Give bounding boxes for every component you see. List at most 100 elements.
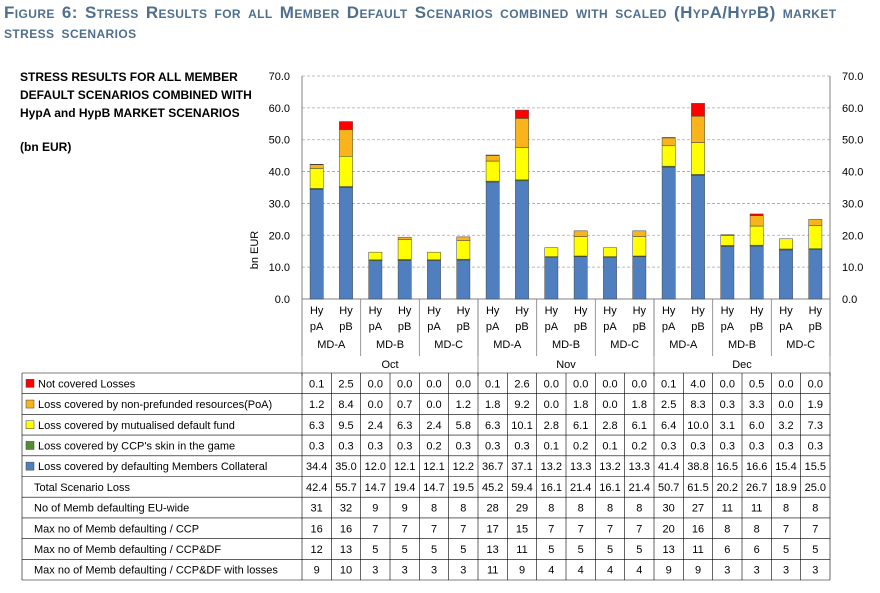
figure-title: Figure 6: Stress Results for all Member …	[4, 3, 837, 42]
table-cell: 1.8	[573, 399, 588, 411]
y-tick-label-right: 20.0	[842, 230, 863, 242]
y-tick-label-left: 40.0	[269, 167, 290, 179]
y-tick-label-right: 10.0	[842, 262, 863, 274]
x-scenario-label: MD-B	[376, 339, 404, 351]
x-month-label: Nov	[556, 359, 576, 371]
table-cell: 7.3	[808, 420, 823, 432]
table-cell: 9.2	[514, 399, 529, 411]
table-cell: 0.3	[720, 440, 735, 452]
table-cell: 0.1	[661, 378, 676, 390]
x-month-label: Oct	[381, 359, 398, 371]
table-cell: 9	[666, 565, 672, 577]
table-cell: 1.2	[309, 399, 324, 411]
y-tick-label-left: 70.0	[269, 71, 290, 83]
table-cell: 5	[372, 544, 378, 556]
x-tick-label-hyp-bottom: pB	[574, 321, 587, 333]
table-cell: 3	[372, 565, 378, 577]
bar-segment-non_prefunded	[397, 236, 412, 240]
x-tick-label-hyp-bottom: pB	[515, 321, 528, 333]
table-cell: 5	[460, 544, 466, 556]
table-cell: 4	[548, 565, 554, 577]
table-cell: 9	[372, 503, 378, 515]
table-cell: 0.2	[632, 440, 647, 452]
table-row-label: Max no of Memb defaulting / CCP	[34, 523, 199, 535]
x-tick-label-hyp-bottom: pA	[779, 321, 793, 333]
legend-swatch-mutualised	[25, 420, 35, 429]
table-cell: 4	[636, 565, 642, 577]
x-tick-label-hyp-top: Hy	[398, 305, 412, 317]
table-cell: 16	[311, 523, 323, 535]
bar-segment-not_covered	[749, 213, 764, 216]
chart-description-title: STRESS RESULTS FOR ALL MEMBER DEFAULT SC…	[20, 70, 252, 120]
x-tick-label-hyp-bottom: pA	[369, 321, 383, 333]
legend-swatch-collateral	[25, 461, 35, 471]
table-cell: 16.5	[717, 461, 738, 473]
table-cell: 8	[607, 503, 613, 515]
table-cell: 13	[487, 544, 499, 556]
table-cell: 0.0	[778, 399, 793, 411]
x-tick-label-hyp-bottom: pB	[691, 321, 704, 333]
table-cell: 16	[692, 523, 704, 535]
legend-swatch-not_covered	[25, 379, 35, 388]
x-scenario-label: MD-A	[669, 339, 698, 351]
table-cell: 0.1	[485, 378, 500, 390]
table-cell: 61.5	[687, 482, 708, 494]
table-cell: 2.4	[368, 420, 383, 432]
table-cell: 9	[695, 565, 701, 577]
table-cell: 0.2	[426, 440, 441, 452]
table-cell: 0.3	[485, 440, 500, 452]
y-tick-label-left: 20.0	[269, 230, 290, 242]
table-cell: 0.3	[808, 440, 823, 452]
table-cell: 11	[722, 503, 733, 515]
table-cell: 28	[487, 503, 499, 515]
table-cell: 3	[431, 565, 437, 577]
table-cell: 8	[460, 503, 466, 515]
table-cell: 36.7	[482, 461, 503, 473]
table-cell: 12.0	[365, 461, 386, 473]
x-tick-label-hyp-top: Hy	[662, 305, 676, 317]
table-cell: 0.3	[661, 440, 676, 452]
table-cell: 27	[692, 503, 704, 515]
table-cell: 18.9	[775, 482, 796, 494]
table-cell: 38.8	[687, 461, 708, 473]
table-cell: 9	[519, 565, 525, 577]
table-row-label: Loss covered by defaulting Members Colla…	[38, 461, 267, 473]
x-tick-label-hyp-top: Hy	[574, 305, 588, 317]
table-cell: 0.0	[602, 378, 617, 390]
table-cell: 2.4	[426, 420, 441, 432]
table-cell: 9	[314, 565, 320, 577]
y-tick-label-right: 30.0	[842, 198, 863, 210]
chart-unit-label: (bn EUR)	[20, 140, 72, 154]
table-cell: 10.1	[511, 420, 532, 432]
bar-segment-mutualised	[603, 247, 617, 257]
table-cell: 1.9	[808, 399, 823, 411]
table-cell: 0.7	[397, 399, 412, 411]
table-cell: 0.3	[368, 440, 383, 452]
table-cell: 42.4	[306, 482, 327, 494]
table-cell: 0.3	[720, 399, 735, 411]
table-cell: 7	[607, 523, 613, 535]
table-cell: 2.8	[602, 420, 617, 432]
table-cell: 50.7	[658, 482, 679, 494]
table-cell: 55.7	[335, 482, 356, 494]
table-cell: 0.1	[544, 440, 559, 452]
table-cell: 0.0	[573, 378, 588, 390]
table-cell: 8	[724, 523, 730, 535]
table-cell: 13	[340, 544, 352, 556]
x-tick-label-hyp-top: Hy	[310, 305, 324, 317]
bar-segment-mutualised	[779, 238, 793, 250]
x-scenario-label: MD-A	[493, 339, 522, 351]
bar-segment-non_prefunded	[808, 219, 823, 226]
x-tick-label-hyp-bottom: pA	[721, 321, 735, 333]
table-cell: 29	[516, 503, 528, 515]
table-cell: 4.0	[690, 378, 705, 390]
table-cell: 7	[578, 523, 584, 535]
x-tick-label-hyp-bottom: pB	[457, 321, 470, 333]
x-tick-label-hyp-bottom: pA	[545, 321, 559, 333]
table-cell: 12.1	[423, 461, 444, 473]
table-cell: 3	[724, 565, 730, 577]
table-cell: 0.3	[397, 440, 412, 452]
x-tick-label-hyp-bottom: pA	[310, 321, 324, 333]
table-cell: 15.4	[775, 461, 796, 473]
legend-swatch-skin	[25, 441, 35, 450]
